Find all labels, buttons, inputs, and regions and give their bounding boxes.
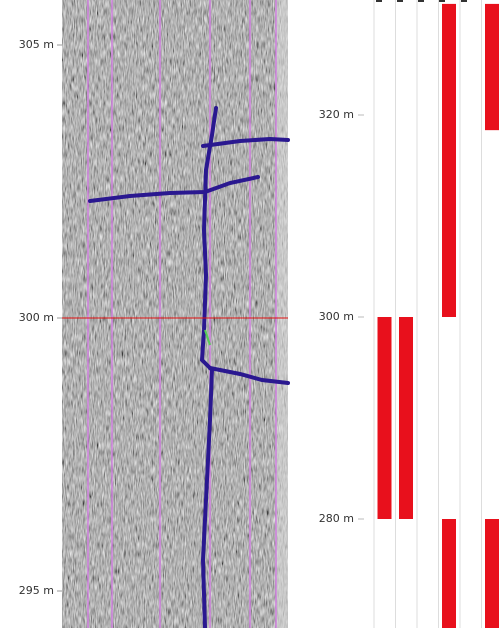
interval-bar <box>485 4 499 130</box>
interval-bar <box>378 317 392 519</box>
interval-bar <box>442 4 456 317</box>
interval-bar <box>442 519 456 628</box>
interval-bar <box>485 519 499 628</box>
tick-label: 305 m <box>19 38 54 51</box>
tick-label: 300 m <box>319 310 354 323</box>
tick-label: 295 m <box>19 584 54 597</box>
tick-label: 300 m <box>19 311 54 324</box>
interval-bar <box>399 317 413 519</box>
page: {"scan_view": { "ticks": [{"value": 305,… <box>0 0 501 628</box>
tick-label: 280 m <box>319 512 354 525</box>
scan-image <box>62 0 288 628</box>
interval-panel: 320 m 300 m 280 m <box>319 0 501 628</box>
tick-label: 320 m <box>319 108 354 121</box>
screen: 305 m 300 m 295 m 320 m 300 m 280 m <box>0 0 501 628</box>
